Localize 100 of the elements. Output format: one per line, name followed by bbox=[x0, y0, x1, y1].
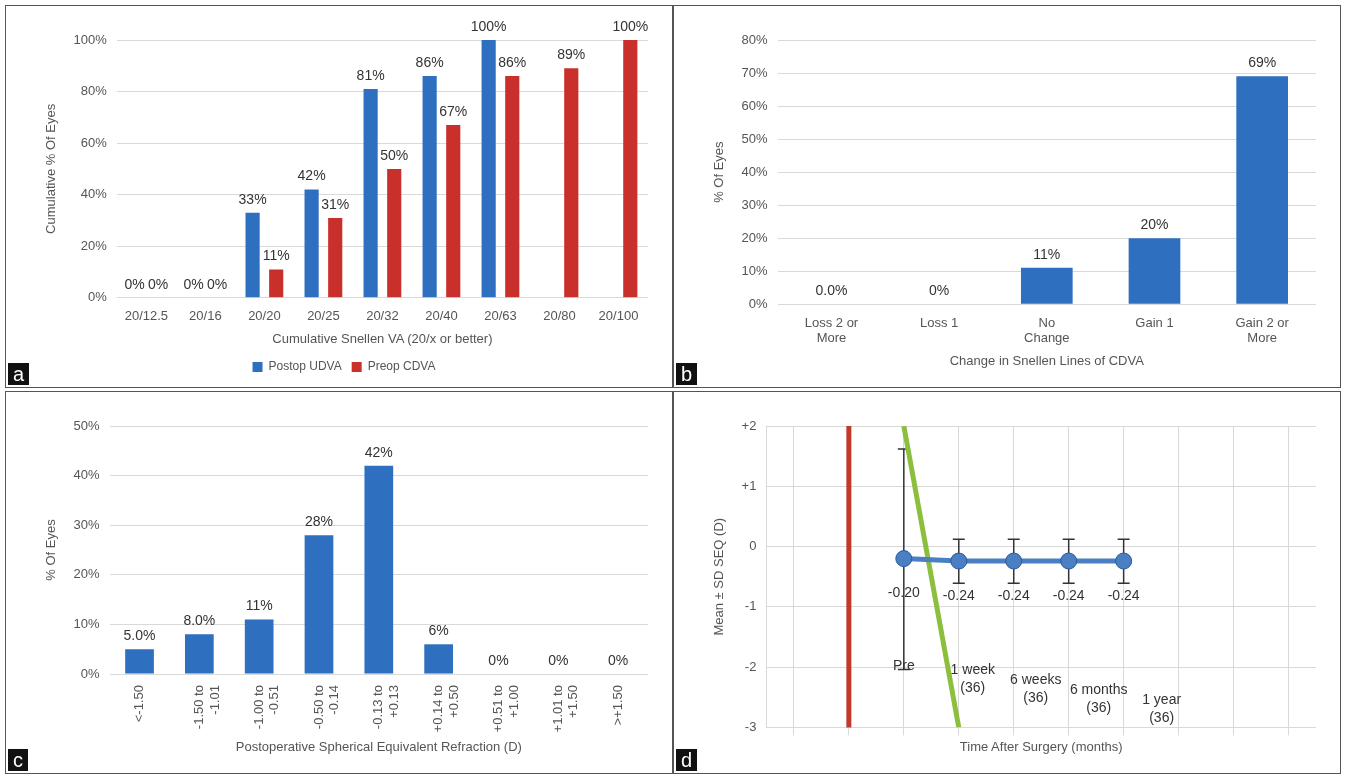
bar bbox=[564, 68, 579, 298]
x-tick-label: +1.01 to +1.50 bbox=[549, 685, 581, 733]
y-tick-label: 80% bbox=[80, 83, 108, 99]
x-tick-label: 20/40 bbox=[425, 308, 458, 324]
bar bbox=[424, 644, 453, 674]
bar bbox=[184, 634, 214, 674]
data-label: 100% bbox=[470, 17, 507, 34]
data-label: 31% bbox=[321, 195, 350, 212]
x-tick-label: 20/25 bbox=[307, 308, 340, 324]
data-label: 0% bbox=[148, 275, 169, 292]
x-tick-label: Loss 1 bbox=[919, 314, 959, 330]
y-tick-label: 30% bbox=[73, 516, 101, 532]
y-axis-title: % Of Eyes bbox=[43, 518, 59, 581]
data-label: 6% bbox=[428, 622, 449, 639]
y-tick-label: 70% bbox=[741, 64, 769, 80]
data-label: 28% bbox=[304, 513, 334, 529]
x-tick-label: <-1.50 bbox=[131, 685, 147, 723]
y-axis-title: Mean ± SD SEQ (D) bbox=[711, 517, 727, 636]
y-tick-label: 100% bbox=[73, 31, 108, 47]
bar bbox=[364, 465, 394, 674]
x-tick-label: Gain 1 bbox=[1135, 314, 1174, 330]
y-tick-label: 0% bbox=[80, 665, 101, 681]
annotation: 6 weeks (36) bbox=[1010, 670, 1062, 705]
y-tick-label: -2 bbox=[744, 658, 757, 674]
annotation: 6 months (36) bbox=[1069, 680, 1128, 715]
data-label: 0% bbox=[207, 275, 228, 292]
x-tick-label: -1.50 to -1.01 bbox=[190, 685, 222, 730]
x-tick-label: 20/12.5 bbox=[124, 308, 169, 324]
data-label: 67% bbox=[439, 102, 468, 119]
x-tick-label: 20/32 bbox=[366, 308, 399, 324]
x-tick-label: Gain 2 or More bbox=[1235, 314, 1290, 346]
data-label: 42% bbox=[297, 167, 326, 184]
annotation: 1 week (36) bbox=[950, 660, 996, 695]
text: c bbox=[8, 749, 28, 771]
data-label: 0% bbox=[183, 275, 204, 292]
data-label: 69% bbox=[1248, 54, 1277, 71]
bar bbox=[363, 88, 378, 298]
y-tick-label: 0% bbox=[748, 295, 769, 311]
data-label: 0% bbox=[548, 651, 569, 668]
y-tick-label: 60% bbox=[80, 134, 108, 150]
data-label: 0.0% bbox=[815, 282, 848, 299]
x-tick-label: 20/100 bbox=[598, 308, 639, 324]
y-tick-label: 40% bbox=[741, 163, 769, 179]
data-label: 0% bbox=[607, 651, 629, 668]
y-tick-label: 0 bbox=[749, 538, 757, 554]
data-label: -0.24 bbox=[1107, 586, 1140, 603]
y-tick-label: 10% bbox=[741, 262, 769, 278]
x-tick-label: +0.51 to +1.00 bbox=[490, 685, 521, 733]
text: d bbox=[676, 749, 698, 771]
x-tick-label: >+1.50 bbox=[609, 685, 625, 726]
y-axis-title: % Of Eyes bbox=[711, 140, 727, 203]
x-tick-label: Loss 2 or More bbox=[804, 314, 859, 346]
y-tick-label: 20% bbox=[80, 237, 108, 253]
bar bbox=[623, 40, 638, 298]
bar bbox=[245, 212, 260, 298]
bar bbox=[244, 619, 274, 674]
data-label: 11% bbox=[1033, 245, 1061, 262]
y-tick-label: +1 bbox=[741, 477, 757, 493]
x-axis-title: Change in Snellen Lines of CDVA bbox=[949, 352, 1145, 368]
y-tick-label: 40% bbox=[73, 467, 101, 483]
bar bbox=[481, 40, 496, 298]
x-tick-label: +0.14 to +0.50 bbox=[430, 685, 461, 733]
y-tick-label: 80% bbox=[741, 31, 769, 47]
annotation: 1 year (36) bbox=[1142, 690, 1182, 725]
y-tick-label: 50% bbox=[741, 130, 769, 146]
y-tick-label: 30% bbox=[741, 196, 769, 212]
x-tick-label: -0.50 to -0.14 bbox=[310, 685, 342, 730]
y-tick-label: 20% bbox=[741, 229, 769, 245]
x-tick-label: -1.00 to -0.51 bbox=[250, 685, 282, 730]
x-tick-label: 20/20 bbox=[248, 308, 281, 324]
y-tick-label: -3 bbox=[744, 718, 757, 734]
data-label: 81% bbox=[356, 66, 385, 83]
y-tick-label: 60% bbox=[741, 97, 769, 113]
bar bbox=[446, 125, 461, 298]
data-label: 50% bbox=[380, 146, 409, 163]
data-label: 0% bbox=[488, 651, 509, 668]
data-label: 33% bbox=[238, 190, 267, 207]
data-label: 11% bbox=[262, 247, 290, 264]
x-tick-label: 20/16 bbox=[189, 308, 222, 324]
data-label: 86% bbox=[415, 53, 444, 70]
data-label: 89% bbox=[557, 46, 586, 63]
legend-label: Postop UDVA bbox=[268, 359, 342, 374]
bar bbox=[1128, 238, 1181, 304]
data-label: -0.24 bbox=[942, 586, 975, 603]
data-label: 86% bbox=[498, 53, 527, 70]
bar bbox=[304, 535, 334, 674]
y-tick-label: 40% bbox=[80, 186, 108, 202]
y-tick-label: 0% bbox=[88, 289, 108, 305]
x-axis-title: Cumulative Snellen VA (20/x or better) bbox=[272, 330, 493, 346]
text: a bbox=[8, 363, 30, 385]
bar bbox=[387, 168, 402, 298]
y-tick-label: +2 bbox=[741, 417, 757, 433]
data-label: -0.24 bbox=[997, 586, 1030, 603]
bar bbox=[328, 217, 343, 298]
bar bbox=[1020, 267, 1073, 304]
x-axis-title: Postoperative Spherical Equivalent Refraction (D) bbox=[235, 738, 522, 754]
data-label: 20% bbox=[1140, 216, 1169, 233]
bar bbox=[269, 269, 284, 298]
x-axis-title: Time After Surgery (months) bbox=[959, 738, 1123, 754]
data-label: 11% bbox=[245, 597, 273, 614]
